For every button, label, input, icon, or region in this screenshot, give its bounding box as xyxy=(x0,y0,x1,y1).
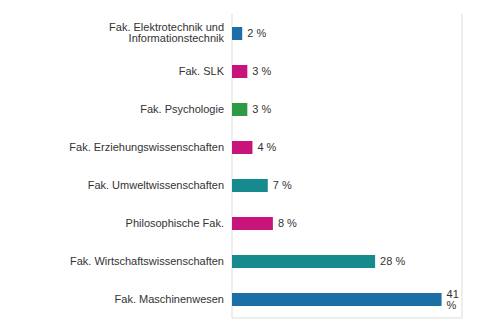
svg-text:41%: 41% xyxy=(447,288,459,311)
svg-text:Philosophische Fak.: Philosophische Fak. xyxy=(126,217,224,229)
svg-text:Fak. Erziehungswissenschaften: Fak. Erziehungswissenschaften xyxy=(69,141,224,153)
svg-text:28 %: 28 % xyxy=(380,255,405,267)
svg-text:3 %: 3 % xyxy=(252,65,271,77)
svg-text:Fak. SLK: Fak. SLK xyxy=(179,65,225,77)
svg-text:Fak. Psychologie: Fak. Psychologie xyxy=(140,103,224,115)
svg-text:2 %: 2 % xyxy=(247,27,266,39)
svg-text:8 %: 8 % xyxy=(278,217,297,229)
svg-text:Fak. Elektrotechnik undInforma: Fak. Elektrotechnik undInformationstechn… xyxy=(109,21,224,44)
svg-text:Fak. Umweltwissenschaften: Fak. Umweltwissenschaften xyxy=(88,179,224,191)
svg-text:3 %: 3 % xyxy=(252,103,271,115)
svg-text:Fak. Maschinenwesen: Fak. Maschinenwesen xyxy=(115,293,224,305)
svg-text:Fak. Wirtschaftswissenschaften: Fak. Wirtschaftswissenschaften xyxy=(70,255,224,267)
svg-text:4 %: 4 % xyxy=(257,141,276,153)
svg-text:7 %: 7 % xyxy=(273,179,292,191)
